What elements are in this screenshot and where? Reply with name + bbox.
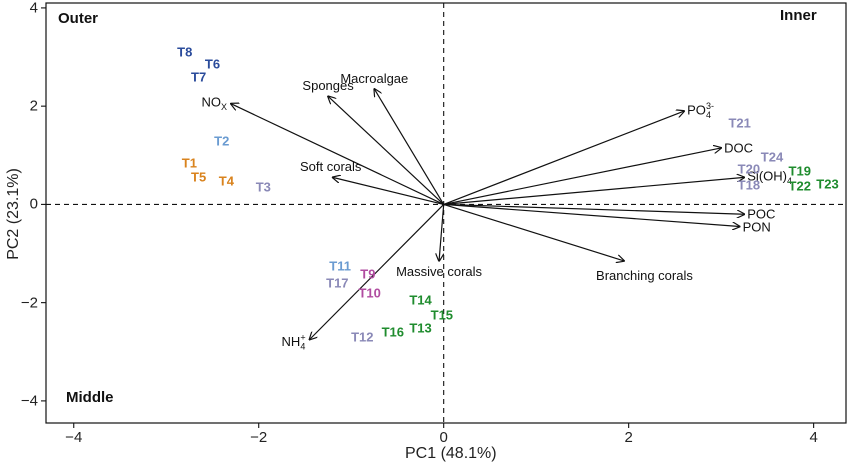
vector-label: Massive corals: [396, 263, 483, 279]
vector-label: Soft corals: [299, 159, 362, 175]
site-label: T12: [351, 329, 374, 345]
site-label: T22: [788, 178, 811, 194]
vector-arrow: [231, 104, 444, 205]
y-tick-label: 2: [29, 97, 38, 115]
vector-label: Si(OH) 4: [747, 168, 792, 187]
vector-label: PON: [742, 219, 771, 234]
x-tick-label: 0: [439, 429, 448, 446]
site-label: T1: [181, 155, 197, 171]
vector-arrow: [333, 177, 444, 205]
y-tick-label: −4: [20, 392, 38, 410]
vector-arrow: [443, 203, 740, 226]
site-label: T10: [358, 285, 381, 301]
vector-label: PO 3- 4: [687, 101, 714, 121]
x-tick-label: 2: [624, 429, 633, 446]
x-tick-label: −2: [250, 429, 268, 446]
vector-arrow: [443, 177, 745, 206]
vector-label: NO X: [201, 94, 227, 112]
site-label: T16: [381, 324, 405, 340]
y-tick-label: 0: [29, 195, 38, 213]
site-label: T4: [218, 173, 234, 189]
group-label-inner: Inner: [780, 7, 817, 24]
vector-arrow: [328, 96, 445, 205]
x-tick-label: −4: [65, 429, 83, 446]
site-label: T3: [255, 179, 271, 195]
y-axis-ticks: [41, 7, 46, 402]
loading-vectors: [231, 89, 744, 340]
vector-label: Macroalgae: [340, 70, 409, 86]
vector-arrow: [443, 203, 745, 214]
site-label: T8: [177, 44, 193, 60]
site-label: T9: [360, 266, 376, 282]
vector-arrow: [443, 148, 721, 205]
site-label: T18: [737, 177, 761, 193]
site-label: T20: [737, 161, 761, 177]
site-label: T5: [191, 169, 207, 185]
group-label-outer: Outer: [58, 10, 99, 27]
vector-label: POC: [747, 206, 776, 222]
vector-label: NH +4: [281, 333, 306, 353]
site-label: T13: [409, 320, 432, 336]
site-label: T11: [329, 258, 351, 274]
site-label: T2: [214, 133, 230, 149]
vector-arrow: [374, 89, 445, 205]
x-axis-title: PC1 (48.1%): [405, 445, 497, 462]
y-axis-title: PC2 (23.1%): [5, 168, 22, 260]
site-label: T24: [760, 149, 784, 165]
site-label: T15: [430, 307, 454, 323]
site-label: T21: [728, 115, 751, 131]
vector-arrow: [443, 111, 684, 205]
vector-arrow: [443, 203, 624, 260]
vector-arrow: [439, 204, 445, 260]
site-label: T19: [788, 163, 811, 179]
y-tick-label: −2: [20, 294, 38, 312]
vector-label: Branching corals: [596, 267, 693, 283]
site-label: T23: [816, 176, 839, 192]
vector-label: Sponges: [302, 78, 354, 94]
site-label: T6: [204, 56, 221, 72]
site-label: T7: [191, 69, 207, 85]
group-label-middle: Middle: [66, 389, 114, 406]
plot-frame: [45, 2, 847, 424]
vector-label: DOC: [724, 140, 754, 156]
site-label: T17: [326, 275, 349, 291]
x-axis-ticks: [73, 423, 815, 428]
y-tick-label: 4: [29, 0, 38, 17]
x-tick-label: 4: [809, 429, 818, 446]
vector-arrow: [310, 203, 445, 339]
site-label: T14: [409, 292, 432, 308]
